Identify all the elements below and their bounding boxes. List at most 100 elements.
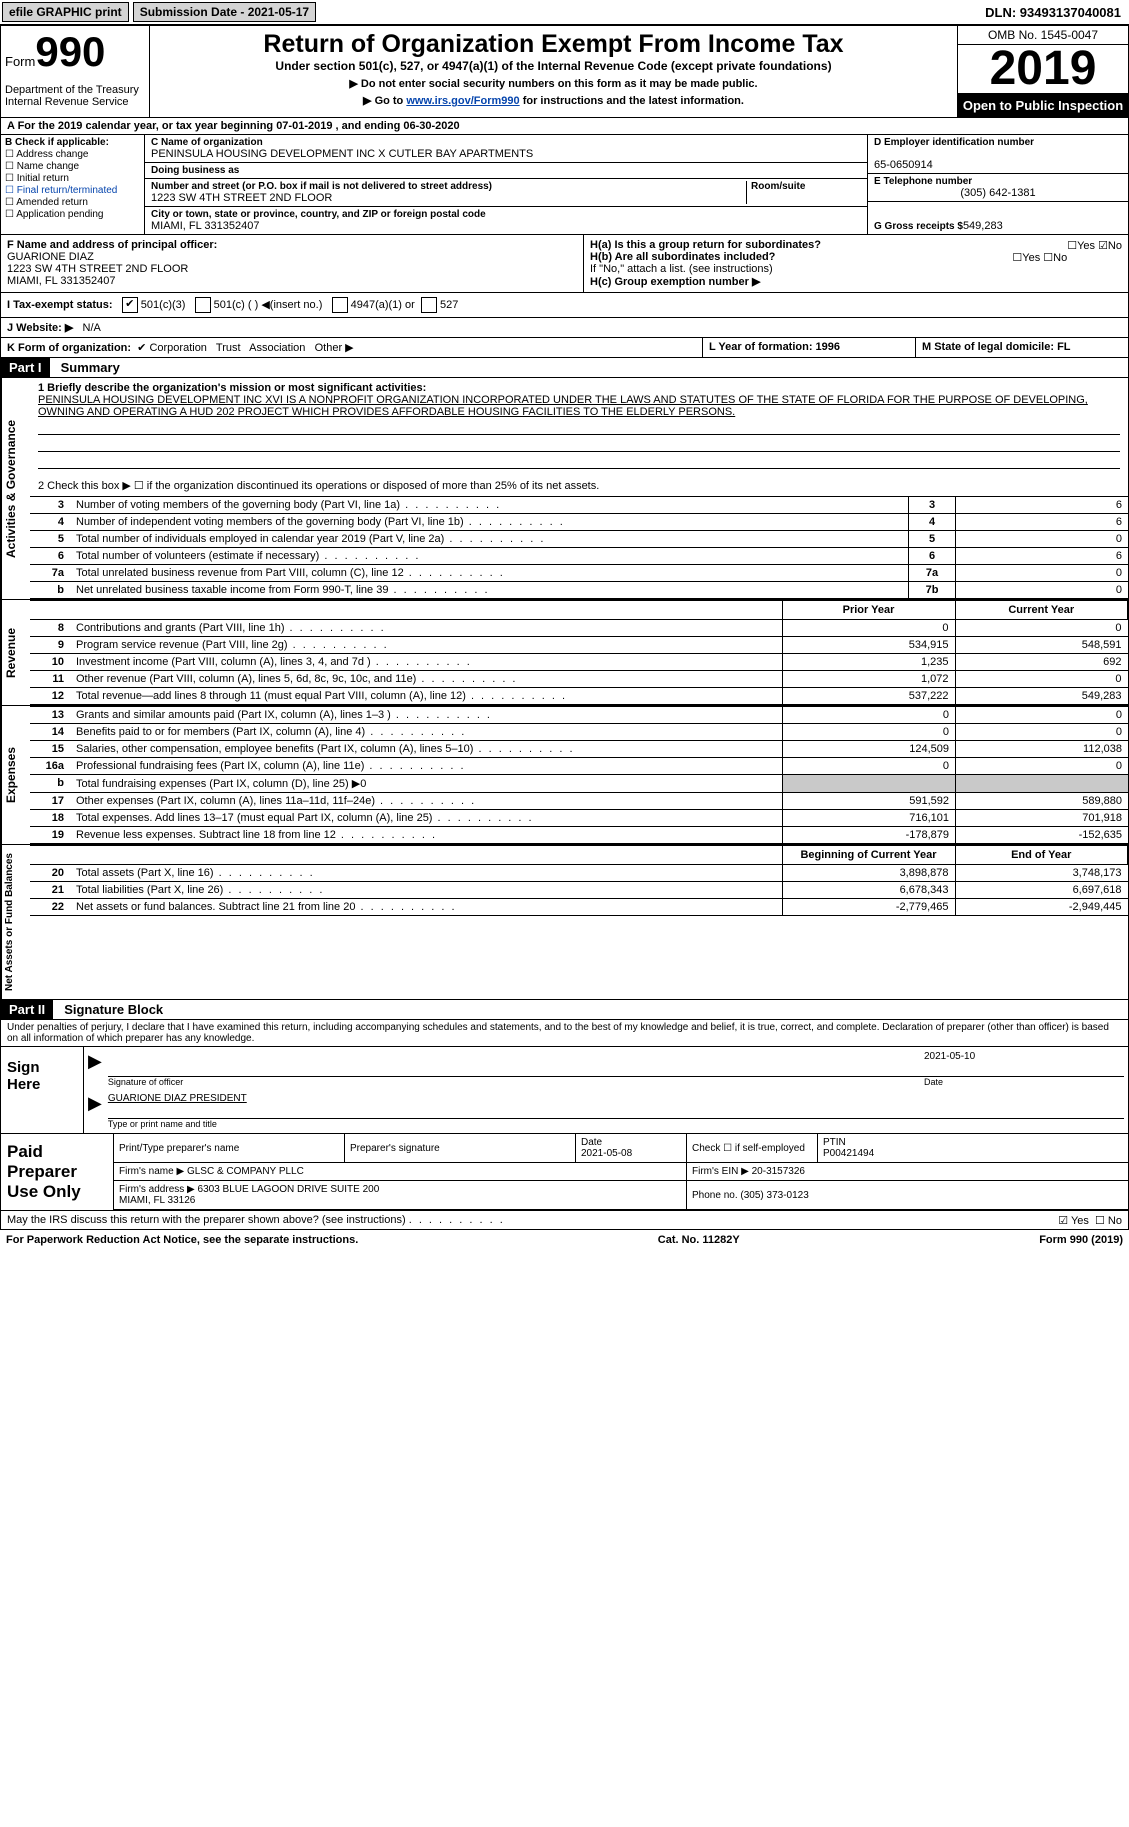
dln-number: DLN: 93493137040081 — [985, 5, 1129, 20]
cb-amended[interactable]: ☐ Amended return — [5, 197, 140, 208]
year-block: OMB No. 1545-0047 2019 Open to Public In… — [957, 26, 1128, 117]
org-name-label: C Name of organization — [151, 137, 263, 148]
website-label: J Website: ▶ — [7, 322, 73, 334]
efile-button[interactable]: efile GRAPHIC print — [2, 2, 129, 22]
firm-name-label: Firm's name ▶ — [119, 1166, 184, 1177]
officer-addr1: 1223 SW 4TH STREET 2ND FLOOR — [7, 263, 188, 275]
ein-label: D Employer identification number — [874, 137, 1034, 148]
section-b-label: B Check if applicable: — [5, 137, 140, 148]
k-label: K Form of organization: — [7, 342, 131, 354]
submission-date: Submission Date - 2021-05-17 — [133, 2, 316, 22]
phone-value: (305) 642-1381 — [960, 187, 1035, 199]
summary-netassets: Net Assets or Fund Balances Beginning of… — [0, 845, 1129, 1000]
sign-here-block: Sign Here ▶ 2021-05-10 Signature of offi… — [0, 1047, 1129, 1134]
city-state-zip: MIAMI, FL 331352407 — [151, 220, 259, 232]
tax-exempt-label: I Tax-exempt status: — [7, 299, 113, 311]
mission-text: PENINSULA HOUSING DEVELOPMENT INC XVI IS… — [38, 394, 1088, 418]
preparer-name-label: Print/Type preparer's name — [114, 1134, 345, 1163]
gross-label: G Gross receipts $ — [874, 221, 963, 232]
cb-4947[interactable] — [332, 297, 348, 313]
cb-501c[interactable] — [195, 297, 211, 313]
instr2-post: for instructions and the latest informat… — [520, 95, 744, 107]
form-title: Return of Organization Exempt From Incom… — [154, 30, 953, 59]
sections-bcd: B Check if applicable: ☐ Address change … — [0, 135, 1129, 235]
m-state: M State of legal domicile: FL — [916, 338, 1128, 357]
sig-arrow-icon: ▶ — [88, 1051, 108, 1087]
officer-name: GUARIONE DIAZ — [7, 251, 94, 263]
hc-label: H(c) Group exemption number ▶ — [590, 276, 760, 288]
officer-addr2: MIAMI, FL 331352407 — [7, 275, 115, 287]
cb-501c3[interactable]: ✔ — [122, 297, 138, 313]
form-id-block: Form990 Department of the Treasury Inter… — [1, 26, 150, 117]
gross-receipts: 549,283 — [963, 220, 1003, 232]
city-label: City or town, state or province, country… — [151, 209, 486, 220]
tax-exempt-row: I Tax-exempt status: ✔ 501(c)(3) 501(c) … — [0, 293, 1129, 318]
form-prefix: Form — [5, 54, 35, 69]
cb-final-return[interactable]: ☐ Final return/terminated — [5, 185, 140, 196]
ein-value: 65-0650914 — [874, 159, 933, 171]
k-l-m-row: K Form of organization: ✔ Corporation Tr… — [0, 338, 1129, 358]
summary-governance: Activities & Governance 1 Briefly descri… — [0, 378, 1129, 600]
part2-title: Signature Block — [56, 1002, 163, 1017]
cb-corp[interactable]: ✔ — [137, 342, 146, 354]
vlabel-governance: Activities & Governance — [1, 378, 30, 599]
org-name: PENINSULA HOUSING DEVELOPMENT INC X CUTL… — [151, 148, 533, 160]
form-header: Form990 Department of the Treasury Inter… — [0, 25, 1129, 118]
top-toolbar: efile GRAPHIC print Submission Date - 20… — [0, 0, 1129, 25]
firm-name: GLSC & COMPANY PLLC — [187, 1166, 304, 1177]
dba-label: Doing business as — [151, 165, 239, 176]
vlabel-expenses: Expenses — [1, 706, 30, 844]
k-section: K Form of organization: ✔ Corporation Tr… — [1, 338, 703, 357]
ptin-label: PTIN — [823, 1137, 846, 1148]
website-value: N/A — [83, 322, 101, 334]
firm-ein-label: Firm's EIN ▶ — [692, 1166, 749, 1177]
self-employed-check[interactable]: Check ☐ if self-employed — [687, 1134, 818, 1163]
sign-here-label: Sign Here — [1, 1047, 84, 1133]
part1-title: Summary — [53, 360, 120, 375]
governance-table: 3Number of voting members of the governi… — [30, 496, 1128, 599]
section-b: B Check if applicable: ☐ Address change … — [1, 135, 145, 234]
form990-link[interactable]: www.irs.gov/Form990 — [406, 95, 519, 107]
phone-label: E Telephone number — [874, 176, 972, 187]
cb-initial-return[interactable]: ☐ Initial return — [5, 173, 140, 184]
street-address: 1223 SW 4TH STREET 2ND FLOOR — [151, 192, 332, 204]
cb-name-change[interactable]: ☐ Name change — [5, 161, 140, 172]
vlabel-netassets: Net Assets or Fund Balances — [1, 845, 30, 999]
part1-header: Part I — [1, 358, 50, 377]
cb-application[interactable]: ☐ Application pending — [5, 209, 140, 220]
form-subtitle: Under section 501(c), 527, or 4947(a)(1)… — [154, 59, 953, 73]
paid-label: Paid Preparer Use Only — [1, 1134, 114, 1210]
title-block: Return of Organization Exempt From Incom… — [150, 26, 957, 117]
q1-label: 1 Briefly describe the organization's mi… — [38, 382, 426, 394]
netassets-table: Beginning of Current YearEnd of Year20To… — [30, 845, 1128, 916]
discuss-text: May the IRS discuss this return with the… — [7, 1214, 406, 1226]
room-label: Room/suite — [751, 181, 805, 192]
footer-left: For Paperwork Reduction Act Notice, see … — [6, 1234, 358, 1246]
instr2-pre: ▶ Go to — [363, 95, 406, 107]
officer-label: F Name and address of principal officer: — [7, 239, 217, 251]
cb-527[interactable] — [421, 297, 437, 313]
ha-label: H(a) Is this a group return for subordin… — [590, 239, 821, 251]
sig-date-val: 2021-05-10 — [924, 1051, 1124, 1062]
discuss-row: May the IRS discuss this return with the… — [0, 1211, 1129, 1230]
footer-right: Form 990 (2019) — [1039, 1234, 1123, 1246]
l-year: L Year of formation: 1996 — [703, 338, 916, 357]
sig-name-value: GUARIONE DIAZ PRESIDENT — [108, 1093, 1124, 1104]
sig-arrow-icon-2: ▶ — [88, 1093, 108, 1129]
section-f: F Name and address of principal officer:… — [1, 235, 584, 292]
expenses-table: 13Grants and similar amounts paid (Part … — [30, 706, 1128, 844]
preparer-sig-label: Preparer's signature — [345, 1134, 576, 1163]
paid-preparer-block: Paid Preparer Use Only Print/Type prepar… — [0, 1134, 1129, 1211]
addr-label: Number and street (or P.O. box if mail i… — [151, 181, 492, 192]
sig-name-label: Type or print name and title — [108, 1119, 217, 1129]
summary-revenue: Revenue Prior YearCurrent Year8Contribut… — [0, 600, 1129, 706]
instruction-2: ▶ Go to www.irs.gov/Form990 for instruct… — [154, 94, 953, 107]
section-d: D Employer identification number 65-0650… — [867, 135, 1128, 234]
firm-phone-label: Phone no. — [692, 1190, 738, 1201]
cb-address-change[interactable]: ☐ Address change — [5, 149, 140, 160]
sig-date-label: Date — [924, 1077, 1124, 1087]
section-fh: F Name and address of principal officer:… — [0, 235, 1129, 293]
firm-phone: (305) 373-0123 — [740, 1190, 808, 1201]
instruction-1: ▶ Do not enter social security numbers o… — [154, 77, 953, 90]
summary-expenses: Expenses 13Grants and similar amounts pa… — [0, 706, 1129, 845]
